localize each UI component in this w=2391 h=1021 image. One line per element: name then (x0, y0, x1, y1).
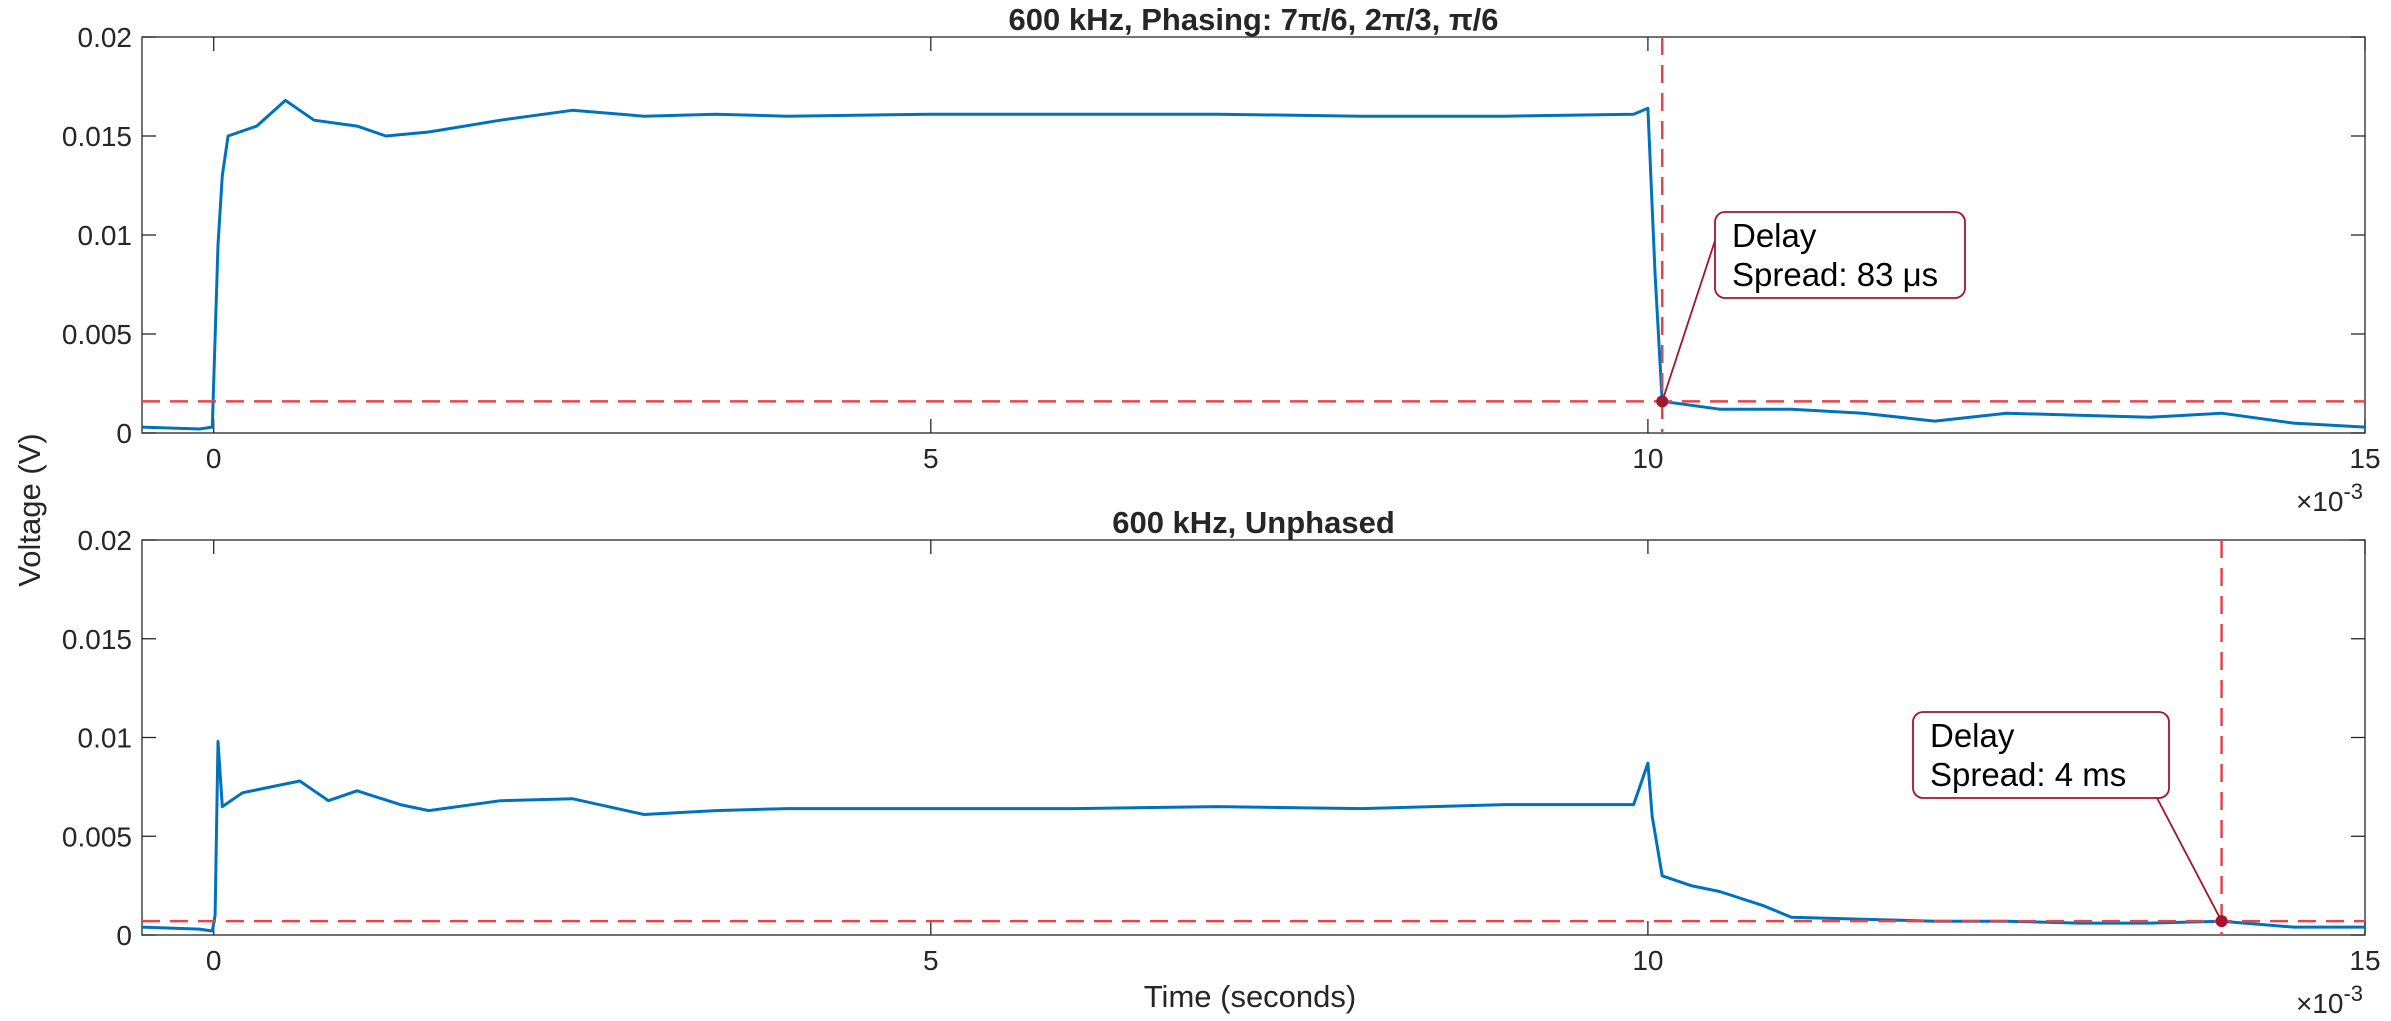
y-tick-label: 0.02 (78, 525, 133, 556)
x-axis-multiplier: ×10-3 (2296, 981, 2363, 1019)
annotation-line-1: Delay (1732, 217, 1817, 254)
y-tick-label: 0.015 (62, 121, 132, 152)
chart-title: 600 kHz, Unphased (1112, 505, 1395, 540)
x-axis-multiplier: ×10-3 (2296, 479, 2363, 517)
y-tick-label: 0.005 (62, 319, 132, 350)
y-tick-label: 0.01 (78, 220, 133, 251)
annotation-box (1912, 711, 2170, 799)
top-panel: 600 kHz, Phasing: 7π/6, 2π/3, π/6 0 0.005 0… (62, 2, 2381, 517)
y-tick-label: 0.01 (78, 723, 133, 754)
y-tick-label: 0.015 (62, 624, 132, 655)
annotation-line-2: Spread: 4 ms (1930, 756, 2126, 793)
voltage-series-line (141, 98, 2366, 431)
y-tick-label: 0 (116, 418, 132, 449)
annotation-line-1: Delay (1930, 717, 2015, 754)
bottom-panel: 600 kHz, Unphased 0 0.005 0.01 0.015 0.02 0 5 10… (62, 505, 2381, 1019)
annotation-pointer (2156, 797, 2223, 922)
x-tick-label: 0 (206, 945, 222, 976)
y-tick-label: 0.02 (78, 22, 133, 53)
annotation-box (1714, 211, 1966, 299)
y-tick-label: 0 (116, 920, 132, 951)
x-tick-label: 5 (923, 443, 939, 474)
x-tick-label: 15 (2349, 443, 2380, 474)
x-tick-label: 10 (1632, 443, 1663, 474)
x-tick-label: 15 (2349, 945, 2380, 976)
x-tick-label: 5 (923, 945, 939, 976)
crossing-point-marker (1656, 395, 1669, 408)
annotation-pointer (1661, 240, 1716, 402)
crossing-point-marker (2215, 915, 2228, 928)
plot-area (141, 36, 2366, 434)
x-axis-label: Time (seconds) (1144, 979, 1356, 1014)
chart-title: 600 kHz, Phasing: 7π/6, 2π/3, π/6 (1009, 2, 1499, 37)
x-tick-label: 10 (1632, 945, 1663, 976)
y-tick-label: 0.005 (62, 821, 132, 852)
annotation-line-2: Spread: 83 μs (1732, 256, 1938, 293)
y-axis-label: Voltage (V) (12, 433, 47, 586)
x-tick-label: 0 (206, 443, 222, 474)
